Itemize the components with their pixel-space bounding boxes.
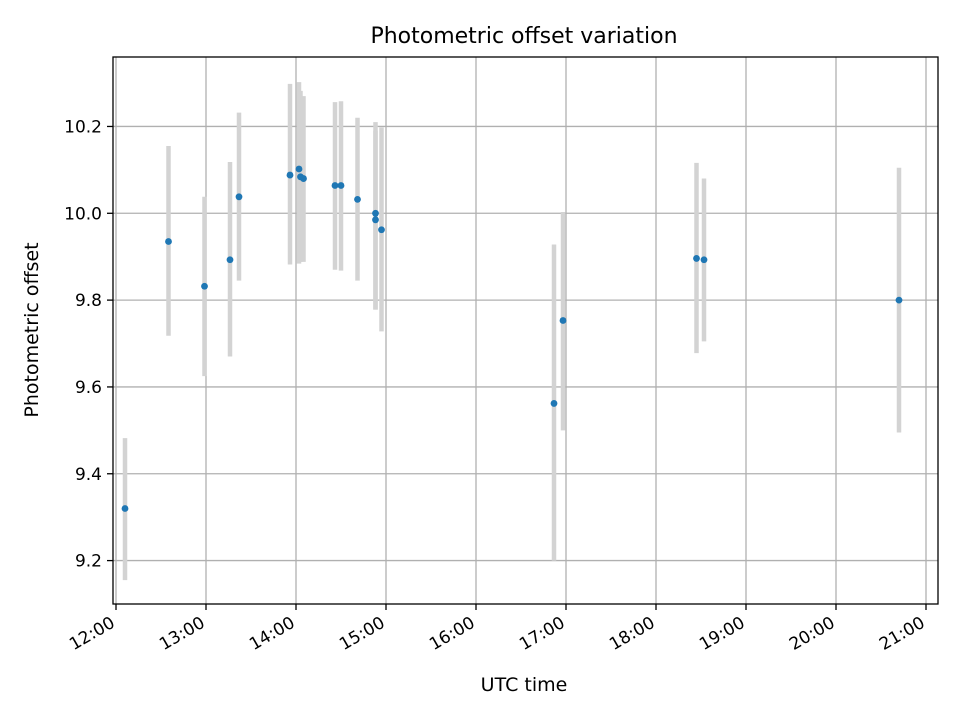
data-point [700, 256, 708, 264]
data-points [121, 165, 903, 512]
data-point [121, 505, 129, 512]
x-tick-label: 19:00 [696, 613, 748, 655]
y-tick-label: 10.0 [64, 204, 102, 224]
y-tick-label: 9.2 [75, 552, 102, 572]
data-point [559, 317, 567, 324]
data-point [372, 216, 379, 224]
error-bars [122, 82, 902, 581]
data-point [378, 226, 385, 234]
x-tick-label: 13:00 [156, 613, 208, 655]
data-point [226, 256, 234, 264]
x-tick-label: 16:00 [426, 613, 478, 655]
data-point [331, 182, 339, 189]
data-point [337, 182, 345, 189]
x-tick-label: 20:00 [786, 613, 838, 655]
x-tick-label: 12:00 [66, 613, 118, 655]
y-tick-label: 9.4 [75, 465, 102, 485]
data-point [165, 238, 172, 245]
x-tick-label: 14:00 [246, 613, 298, 655]
x-tick-label: 15:00 [336, 613, 388, 655]
data-point [372, 209, 379, 217]
x-axis-label: UTC time [481, 674, 568, 696]
data-point [693, 255, 700, 262]
x-axis: 12:00 13:00 14:00 15:00 16:00 17:00 18:00 19:00… [66, 604, 929, 655]
grid-lines [113, 57, 938, 604]
y-axis: 9.2 9.4 9.6 9.8 10.0 10.2 [64, 117, 113, 572]
x-tick-label: 18:00 [606, 613, 658, 655]
x-tick-label: 17:00 [516, 613, 568, 655]
plot-frame [112, 56, 939, 605]
y-tick-label: 10.2 [64, 117, 102, 137]
y-axis-label: Photometric offset [21, 242, 43, 417]
data-point [201, 282, 208, 290]
data-point [300, 175, 307, 182]
data-point [550, 400, 558, 407]
data-point [354, 195, 361, 203]
y-tick-label: 9.8 [75, 291, 102, 311]
x-tick-label: 21:00 [876, 613, 928, 655]
data-point [295, 165, 303, 173]
data-point [286, 171, 294, 179]
data-point [235, 193, 243, 201]
data-point [895, 296, 903, 304]
chart-title: Photometric offset variation [370, 24, 677, 49]
y-tick-label: 9.6 [75, 378, 102, 398]
